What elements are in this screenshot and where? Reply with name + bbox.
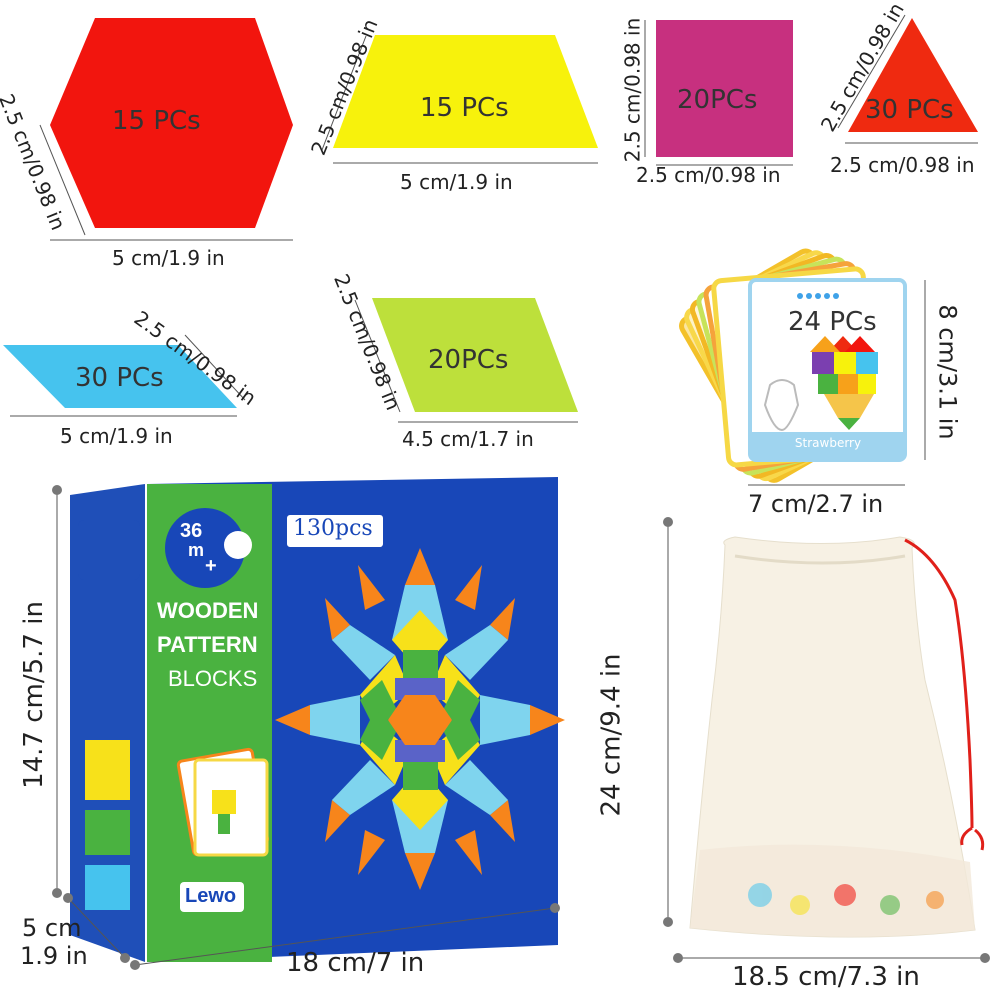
pattern-cards-stack [679, 248, 907, 483]
trapezoid-side-line [321, 35, 367, 151]
box-title-line1: WOODEN [157, 598, 259, 623]
square-piece [656, 20, 793, 157]
trapezoid-width-label: 5 cm/1.9 in [400, 170, 513, 194]
box-pattern-star [275, 548, 565, 890]
square-width-label: 2.5 cm/0.98 in [636, 163, 781, 187]
rhombus-count: 20PCs [428, 345, 509, 375]
hexagon-width-label: 5 cm/1.9 in [112, 246, 225, 270]
triangle-piece [848, 18, 978, 132]
rhombus-piece [372, 298, 578, 412]
strawberry-pattern [810, 336, 878, 430]
thin-rhombus-side-line [184, 334, 246, 401]
box-width-line [134, 907, 556, 966]
age-plus: + [205, 555, 217, 577]
thin-rhombus-width-label: 5 cm/1.9 in [60, 424, 173, 448]
trapezoid-count: 15 PCs [420, 93, 509, 123]
hexagon-count: 15 PCs [112, 106, 201, 136]
bag-height-label: 24 cm/9.4 in [596, 653, 627, 817]
card-title: Strawberry [794, 436, 862, 450]
brand-tag [180, 882, 244, 912]
bag-width-label: 18.5 cm/7.3 in [732, 962, 920, 992]
cards-height-label: 8 cm/3.1 in [933, 304, 962, 440]
brand-logo: Lewo [185, 885, 237, 907]
hexagon-side-line [39, 124, 86, 236]
box-height-label: 14.7 cm/5.7 in [18, 601, 49, 789]
pcs-label: 130pcs [293, 516, 373, 541]
thin-rhombus-count: 30 PCs [75, 363, 164, 393]
rhombus-side-line [354, 299, 401, 413]
rhombus-width-label: 4.5 cm/1.7 in [402, 427, 534, 451]
product-box [70, 477, 565, 962]
square-side-label: 2.5 cm/0.98 in [620, 17, 645, 163]
storage-bag [689, 536, 985, 938]
square-count: 20PCs [677, 85, 758, 115]
triangle-count: 30 PCs [865, 95, 954, 125]
age-value: 36 [180, 520, 203, 542]
trapezoid-piece [333, 35, 598, 148]
box-title-line3: BLOCKS [168, 666, 258, 691]
box-title-line2: PATTERN [157, 632, 258, 657]
cards-width-label: 7 cm/2.7 in [748, 490, 884, 518]
box-width-label: 18 cm/7 in [286, 948, 425, 978]
thin-rhombus-piece [3, 345, 237, 408]
box-depth-line [67, 897, 126, 959]
triangle-width-label: 2.5 cm/0.98 in [830, 153, 975, 177]
cards-count: 24 PCs [788, 307, 877, 337]
hexagon-piece [50, 18, 293, 228]
triangle-side-line [837, 14, 906, 129]
box-depth-cm-label: 5 cm [22, 914, 82, 942]
box-depth-in-label: 1.9 in [20, 942, 88, 970]
pcs-badge [285, 513, 385, 549]
age-badge [165, 508, 245, 588]
age-unit: m [188, 540, 205, 560]
